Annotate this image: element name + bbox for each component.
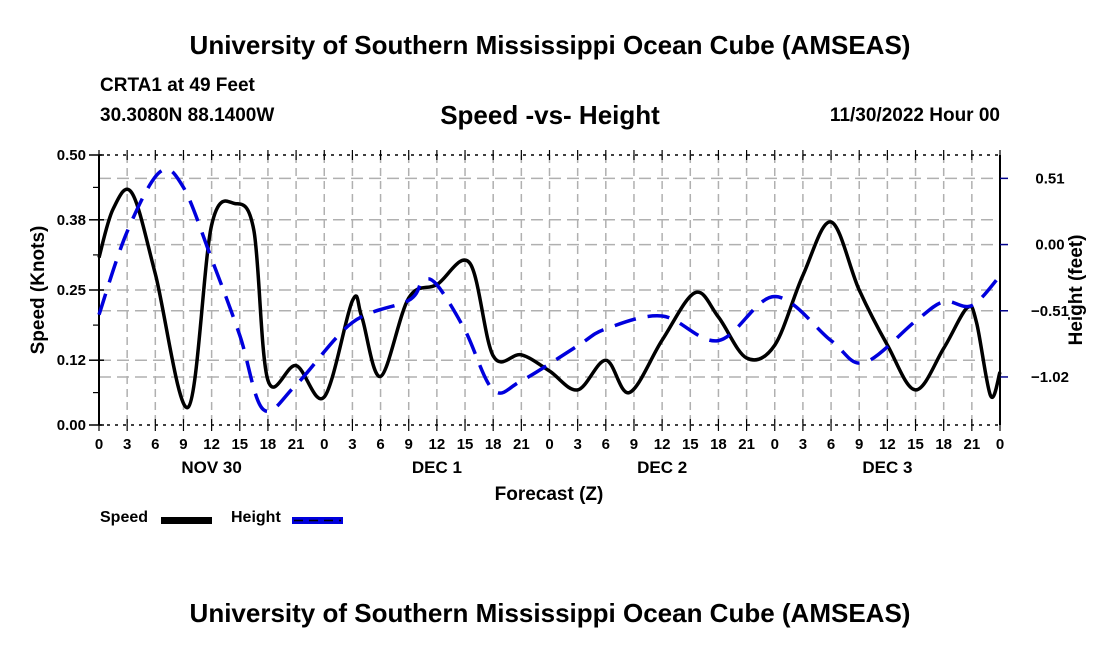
y-axis-label: Speed (Knots) bbox=[28, 226, 49, 355]
x-tick-label: 9 bbox=[855, 436, 863, 453]
x-tick-label: 3 bbox=[799, 436, 807, 453]
x-tick-label: 0 bbox=[771, 436, 779, 453]
x-tick-label: 6 bbox=[602, 436, 610, 453]
legend-swatch-speed bbox=[161, 517, 212, 524]
x-tick-label: 9 bbox=[405, 436, 413, 453]
x-tick-label: 3 bbox=[573, 436, 581, 453]
y2-tick-label: −1.02 bbox=[1031, 369, 1069, 386]
y-tick-label: 0.12 bbox=[57, 352, 86, 369]
y-tick-label: 0.38 bbox=[57, 212, 86, 229]
y2-tick-label: −0.51 bbox=[1031, 303, 1069, 320]
x-tick-label: 18 bbox=[485, 436, 502, 453]
x-tick-label: 12 bbox=[429, 436, 446, 453]
x-tick-label: 15 bbox=[231, 436, 248, 453]
y2-tick-label: 0.51 bbox=[1035, 170, 1064, 187]
x-tick-label: 9 bbox=[630, 436, 638, 453]
x-tick-label: 6 bbox=[376, 436, 384, 453]
x-axis-label: Forecast (Z) bbox=[495, 484, 604, 505]
legend-label-height: Height bbox=[231, 509, 281, 526]
x-tick-label: 12 bbox=[879, 436, 896, 453]
x-tick-label: 12 bbox=[203, 436, 220, 453]
x-tick-label: 0 bbox=[320, 436, 328, 453]
x-tick-label: 12 bbox=[654, 436, 671, 453]
coordinates-label: 30.3080N 88.1400W bbox=[100, 105, 275, 126]
x-tick-label: 6 bbox=[151, 436, 159, 453]
y2-tick-label: 0.00 bbox=[1035, 237, 1064, 254]
x-tick-label: 15 bbox=[907, 436, 924, 453]
station-label: CRTA1 at 49 Feet bbox=[100, 75, 255, 96]
chart-title: Speed -vs- Height bbox=[440, 100, 660, 130]
x-tick-label: 21 bbox=[513, 436, 530, 453]
legend-label-speed: Speed bbox=[100, 509, 149, 526]
x-tick-label: 18 bbox=[260, 436, 277, 453]
x-tick-label: 21 bbox=[288, 436, 305, 453]
series-line-height bbox=[97, 167, 1002, 414]
x-tick-label: 21 bbox=[964, 436, 981, 453]
series-line-speed bbox=[97, 187, 1002, 409]
day-label: DEC 3 bbox=[862, 458, 912, 477]
x-tick-label: 15 bbox=[682, 436, 699, 453]
main-title: University of Southern Mississippi Ocean… bbox=[189, 30, 911, 60]
series-lines bbox=[97, 167, 1002, 414]
y2-axis-label: Height (feet) bbox=[1066, 235, 1087, 346]
y-tick-label: 0.50 bbox=[57, 147, 86, 164]
x-tick-label: 15 bbox=[457, 436, 474, 453]
x-tick-label: 3 bbox=[348, 436, 356, 453]
day-label: DEC 1 bbox=[412, 458, 462, 477]
x-tick-label: 21 bbox=[738, 436, 755, 453]
x-tick-label: 0 bbox=[996, 436, 1004, 453]
x-tick-label: 18 bbox=[710, 436, 727, 453]
x-tick-label: 6 bbox=[827, 436, 835, 453]
legend bbox=[161, 517, 343, 524]
y-tick-label: 0.25 bbox=[57, 282, 86, 299]
tick-labels: 0 3 6 9 12 15 18 21 0 3 6 9 12 15 18 21 0 3 6 9 12 15 18 21 0 3 6 9… bbox=[57, 147, 1069, 477]
x-tick-label: 18 bbox=[935, 436, 952, 453]
x-tick-label: 0 bbox=[545, 436, 553, 453]
x-tick-label: 3 bbox=[123, 436, 131, 453]
x-tick-label: 9 bbox=[179, 436, 187, 453]
x-tick-label: 0 bbox=[95, 436, 103, 453]
bottom-title: University of Southern Mississippi Ocean… bbox=[189, 598, 911, 628]
issue-time-label: 11/30/2022 Hour 00 bbox=[829, 105, 1000, 126]
y-tick-label: 0.00 bbox=[57, 417, 86, 434]
grid-lines bbox=[99, 155, 1000, 425]
day-label: NOV 30 bbox=[181, 458, 241, 477]
day-label: DEC 2 bbox=[637, 458, 687, 477]
